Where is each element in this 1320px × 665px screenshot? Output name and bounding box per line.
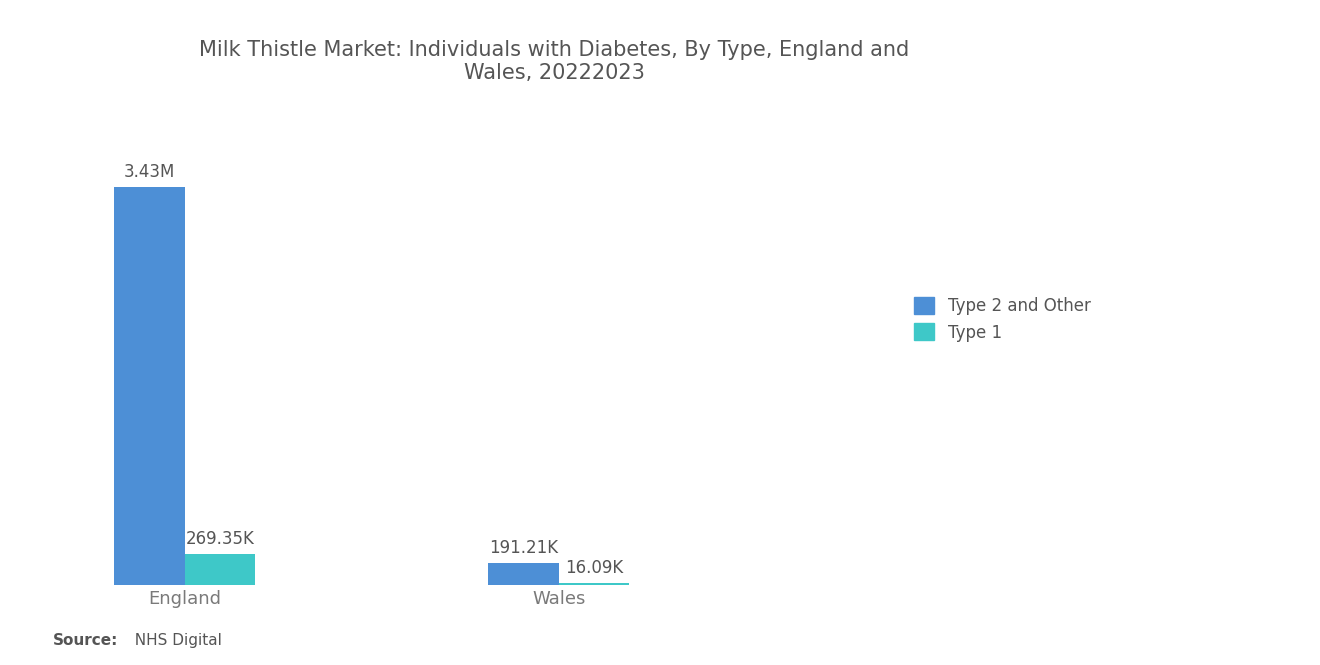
Legend: Type 2 and Other, Type 1: Type 2 and Other, Type 1 bbox=[906, 289, 1098, 350]
Text: 3.43M: 3.43M bbox=[124, 163, 176, 181]
Bar bbox=[488, 563, 558, 585]
Text: 191.21K: 191.21K bbox=[488, 539, 558, 557]
Text: Milk Thistle Market: Individuals with Diabetes, By Type, England and
Wales, 2022: Milk Thistle Market: Individuals with Di… bbox=[199, 40, 909, 83]
Text: 269.35K: 269.35K bbox=[186, 529, 255, 547]
Text: NHS Digital: NHS Digital bbox=[125, 633, 222, 648]
Bar bbox=[115, 188, 185, 585]
Bar bbox=[558, 583, 630, 585]
Text: 16.09K: 16.09K bbox=[565, 559, 623, 577]
Bar bbox=[185, 554, 255, 585]
Text: Source:: Source: bbox=[53, 633, 119, 648]
